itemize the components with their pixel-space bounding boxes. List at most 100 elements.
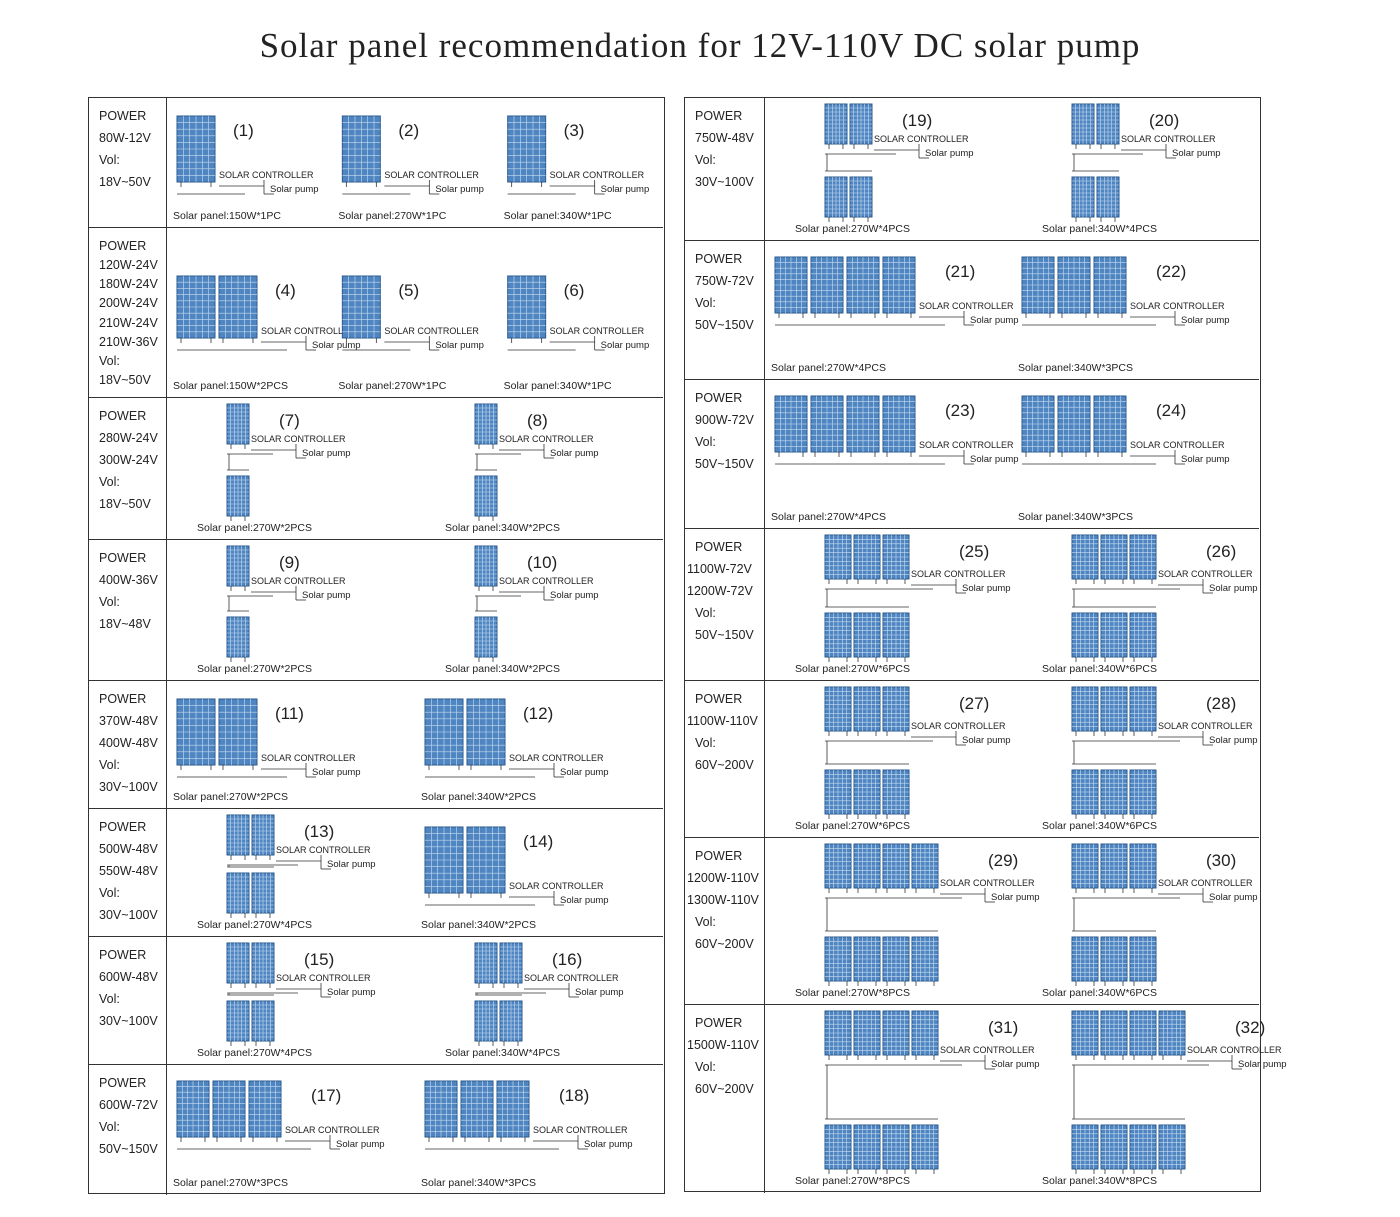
- solar-pump-label: Solar pump: [270, 184, 319, 195]
- spec-line: 370W-48V: [99, 714, 158, 728]
- solar-panel-icon: [1057, 256, 1091, 318]
- solar-panel-icon: [810, 395, 844, 457]
- config-number: (31): [988, 1018, 1018, 1037]
- solar-controller-label: SOLAR CONTROLLER: [911, 569, 1006, 579]
- spec-line: 18V~48V: [99, 617, 151, 631]
- solar-pump-label: Solar pump: [601, 184, 650, 195]
- solar-panel-icon: [824, 1010, 852, 1060]
- solar-pump-label: Solar pump: [312, 340, 361, 351]
- config-number: (26): [1206, 542, 1236, 561]
- panel-caption: Solar panel:150W*1PC: [173, 210, 281, 222]
- diagram-canvas: SOLAR CONTROLLER Solar pump (7) Solar panel…: [197, 403, 599, 534]
- solar-panel-icon: [1100, 534, 1128, 584]
- power-spec-label: POWER 750W-72V Vol: 50V~150V: [685, 241, 765, 379]
- spec-line: 600W-72V: [99, 1098, 158, 1112]
- solar-panel-icon: [424, 1080, 458, 1142]
- config-number: (3): [564, 121, 585, 140]
- panel-caption: Solar panel:270W*4PCS: [771, 362, 886, 374]
- solar-panel-icon: [226, 475, 250, 521]
- solar-panel-icon: [1057, 395, 1091, 457]
- config-number: (15): [304, 950, 334, 969]
- solar-controller-label: SOLAR CONTROLLER: [940, 878, 1035, 888]
- spec-line: Vol:: [695, 606, 716, 620]
- solar-panel-icon: [424, 826, 464, 898]
- solar-pump-label: Solar pump: [962, 735, 1011, 746]
- solar-panel-icon: [882, 1124, 910, 1174]
- power-heading: POWER: [99, 239, 147, 253]
- config-20: SOLAR CONTROLLER Solar pump (20) Solar pane…: [1042, 103, 1221, 235]
- config-number: (32): [1235, 1018, 1265, 1037]
- solar-panel-icon: [248, 1080, 282, 1142]
- solar-panel-icon: [882, 843, 910, 893]
- solar-panel-icon: [1071, 843, 1099, 893]
- solar-panel-icon: [1100, 843, 1128, 893]
- panel-caption: Solar panel:340W*2PCS: [445, 522, 560, 534]
- panel-caption: Solar panel:270W*6PCS: [795, 820, 910, 832]
- config-12: SOLAR CONTROLLER Solar pump (12) Solar pane…: [421, 698, 609, 803]
- config-26: SOLAR CONTROLLER Solar pump (26) Solar pane…: [1042, 534, 1258, 675]
- spec-line: 280W-24V: [99, 431, 158, 445]
- solar-panel-icon: [824, 103, 848, 149]
- solar-panel-icon: [882, 1010, 910, 1060]
- panel-caption: Solar panel:270W*8PCS: [795, 987, 910, 999]
- diagram-canvas: SOLAR CONTROLLER Solar pump (4) Solar panel…: [173, 275, 649, 392]
- solar-panel-icon: [176, 698, 216, 770]
- spec-line: 500W-48V: [99, 842, 158, 856]
- solar-panel-icon: [911, 1124, 939, 1174]
- solar-controller-label: SOLAR CONTROLLER: [285, 1125, 380, 1135]
- spec-line: 30V~100V: [99, 780, 158, 794]
- spec-line: Vol:: [99, 353, 120, 368]
- solar-pump-label: Solar pump: [435, 340, 484, 351]
- spec-line: 210W-24V: [99, 315, 158, 330]
- power-heading: POWER: [99, 109, 147, 123]
- spec-line: 1200W-72V: [687, 584, 753, 598]
- solar-panel-icon: [824, 843, 852, 893]
- spec-line: Vol:: [695, 435, 716, 449]
- config-number: (7): [279, 411, 300, 430]
- solar-panel-icon: [882, 534, 910, 584]
- solar-controller-label: SOLAR CONTROLLER: [509, 881, 604, 891]
- spec-row: POWER 120W-24V 180W-24V 200W-24V 210W-24V 210…: [89, 228, 663, 398]
- solar-pump-label: Solar pump: [302, 448, 351, 459]
- spec-line: 750W-72V: [695, 274, 754, 288]
- diagram-canvas: SOLAR CONTROLLER Solar pump (19) Solar pane…: [795, 103, 1221, 235]
- spec-line: Vol:: [695, 736, 716, 750]
- solar-panel-icon: [882, 686, 910, 736]
- spec-line: 30V~100V: [99, 908, 158, 922]
- solar-pump-label: Solar pump: [1209, 583, 1258, 594]
- solar-panel-icon: [1096, 103, 1120, 149]
- panel-caption: Solar panel:270W*3PCS: [173, 1177, 288, 1189]
- spec-row: POWER 80W-12V Vol: 18V~50V SOLAR CONTROLLER S…: [89, 98, 663, 228]
- solar-controller-label: SOLAR CONTROLLER: [251, 434, 346, 444]
- solar-panel-icon: [824, 612, 852, 662]
- solar-panel-icon: [824, 1124, 852, 1174]
- config-number: (21): [945, 262, 975, 281]
- spec-line: 1100W-110V: [687, 714, 758, 728]
- config-1: SOLAR CONTROLLER Solar pump (1) Solar panel…: [173, 115, 319, 222]
- solar-panel-icon: [1129, 612, 1157, 662]
- solar-panel-icon: [1071, 103, 1095, 149]
- power-heading: POWER: [695, 849, 743, 863]
- solar-pump-label: Solar pump: [336, 1139, 385, 1150]
- spec-line: 50V~150V: [695, 628, 754, 642]
- config-29: SOLAR CONTROLLER Solar pump (29) Solar pane…: [795, 843, 1040, 999]
- solar-panel-icon: [474, 545, 498, 591]
- config-number: (18): [559, 1086, 589, 1105]
- panel-caption: Solar panel:270W*4PCS: [795, 223, 910, 235]
- solar-panel-icon: [218, 698, 258, 770]
- solar-panel-icon: [499, 942, 523, 988]
- diagram-canvas: SOLAR CONTROLLER Solar pump (17) Solar pane…: [173, 1080, 633, 1189]
- power-heading: POWER: [99, 1076, 147, 1090]
- spec-line: 18V~50V: [99, 373, 151, 387]
- solar-panel-icon: [853, 1124, 881, 1174]
- solar-controller-label: SOLAR CONTROLLER: [911, 721, 1006, 731]
- power-heading: POWER: [99, 820, 147, 834]
- wiring-diagrams: SOLAR CONTROLLER Solar pump (27) Solar pane…: [765, 681, 1259, 837]
- spec-line: 900W-72V: [695, 413, 754, 427]
- panel-caption: Solar panel:270W*2PCS: [197, 522, 312, 534]
- solar-panel-icon: [474, 475, 498, 521]
- spec-line: 80W-12V: [99, 131, 151, 145]
- spec-row: POWER 1100W-72V 1200W-72V Vol: 50V~150V SOLAR…: [685, 529, 1259, 681]
- solar-panel-icon: [853, 1010, 881, 1060]
- spec-line: 750W-48V: [695, 131, 754, 145]
